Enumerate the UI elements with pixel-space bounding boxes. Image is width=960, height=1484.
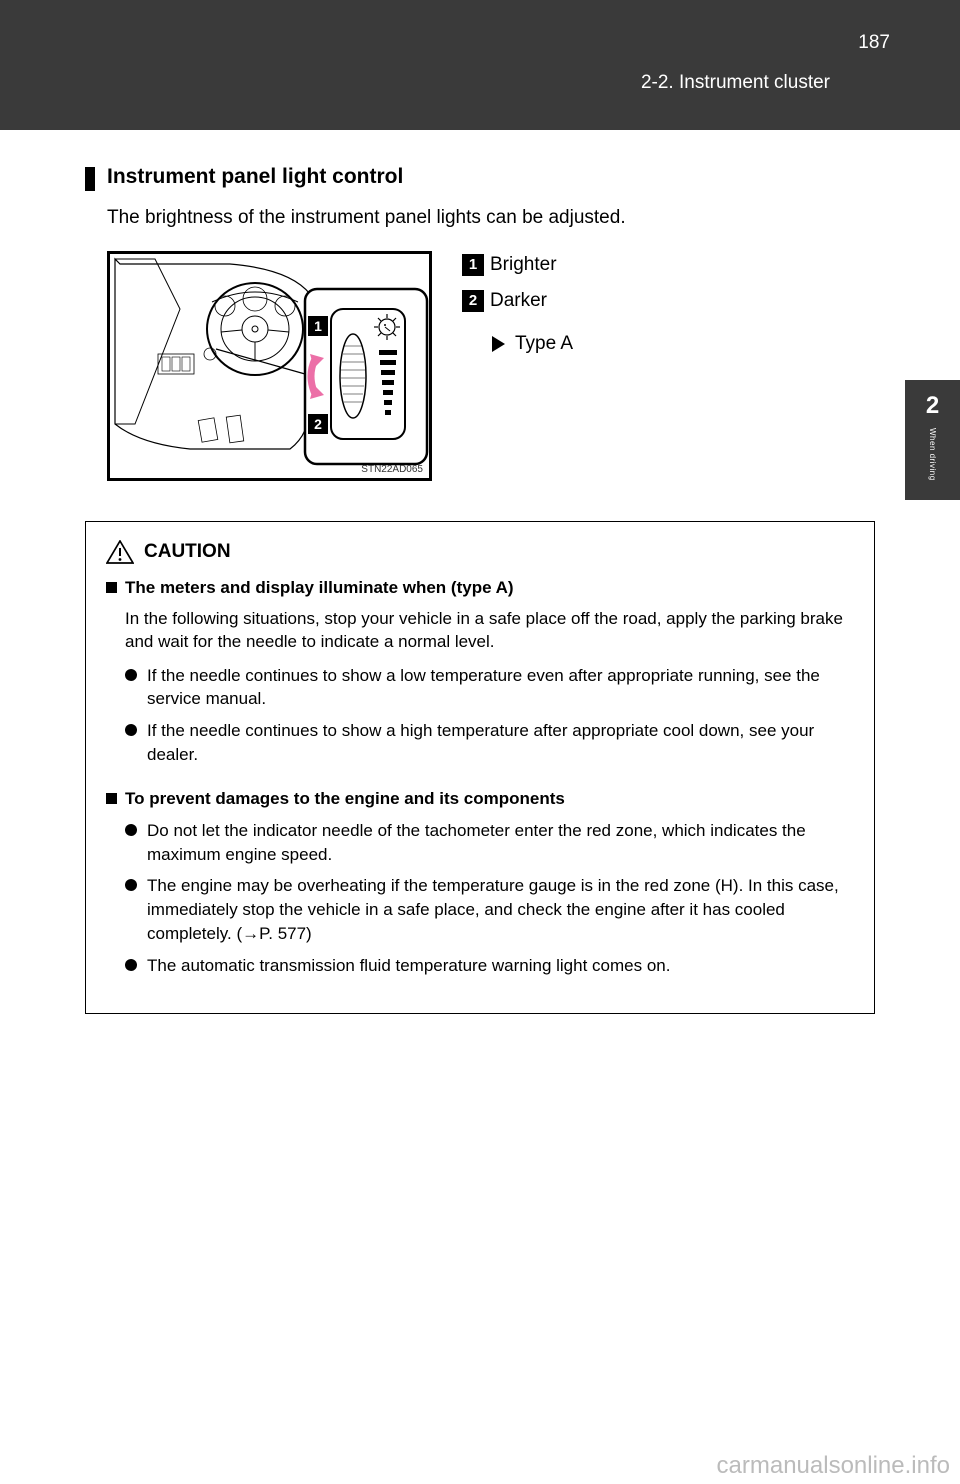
caution-title: CAUTION	[144, 541, 231, 563]
watermark: carmanualsonline.info	[717, 1452, 950, 1480]
header-section-title: 2-2. Instrument cluster	[641, 72, 830, 94]
intro-text: The brightness of the instrument panel l…	[107, 205, 875, 231]
figure-box: 1 2 STN22AD065	[107, 251, 432, 481]
caution-header: CAUTION	[106, 540, 854, 564]
sub2-bullet-2: The automatic transmission fluid tempera…	[125, 954, 854, 978]
caution-sub1-title: The meters and display illuminate when (…	[125, 578, 514, 598]
label-type-a: Type A	[462, 330, 573, 359]
section-bar-mark	[85, 167, 95, 191]
sub2-bullet-1-text: The engine may be overheating if the tem…	[147, 874, 854, 945]
caution-sub2-title: To prevent damages to the engine and its…	[125, 789, 565, 809]
header-bar: 187 2-2. Instrument cluster	[0, 0, 960, 130]
side-tab-text: When driving	[928, 428, 937, 481]
round-bullet-icon	[125, 724, 137, 736]
sub2-bullet-0-text: Do not let the indicator needle of the t…	[147, 819, 854, 867]
sub2-bullet-2-text: The automatic transmission fluid tempera…	[147, 954, 670, 978]
figure-labels: 1Brighter 2Darker Type A	[462, 251, 573, 359]
sub2-bullet-1: The engine may be overheating if the tem…	[125, 874, 854, 945]
caution-box: CAUTION The meters and display illuminat…	[85, 521, 875, 1015]
label-brighter: 1Brighter	[462, 251, 573, 280]
sub1-bullet-1-text: If the needle continues to show a high t…	[147, 719, 854, 767]
side-tab: 2 When driving	[905, 380, 960, 500]
round-bullet-icon	[125, 959, 137, 971]
caution-sub2: To prevent damages to the engine and its…	[106, 789, 854, 809]
caution-triangle-icon	[106, 540, 134, 564]
label-darker: 2Darker	[462, 287, 573, 316]
svg-text:1: 1	[314, 318, 322, 334]
round-bullet-icon	[125, 669, 137, 681]
num-box-1: 1	[462, 254, 484, 276]
sub1-bullet-1: If the needle continues to show a high t…	[125, 719, 854, 767]
sub2-bullet-0: Do not let the indicator needle of the t…	[125, 819, 854, 867]
num-box-2: 2	[462, 290, 484, 312]
round-bullet-icon	[125, 824, 137, 836]
square-bullet-icon	[106, 793, 117, 804]
figure-row: 1 2 STN22AD065 1Brighter 2Darker Type A	[107, 251, 875, 481]
sub1-bullet-0: If the needle continues to show a low te…	[125, 664, 854, 712]
page-number: 187	[858, 32, 890, 54]
caution-sub1: The meters and display illuminate when (…	[106, 578, 854, 598]
caution-sub1-text: In the following situations, stop your v…	[125, 608, 854, 654]
triangle-right-icon	[492, 336, 505, 352]
side-tab-number: 2	[926, 392, 939, 420]
page-content: Instrument panel light control The brigh…	[0, 130, 960, 1014]
dashboard-illustration: 1 2	[110, 254, 432, 481]
figure-id: STN22AD065	[361, 464, 423, 475]
sub1-bullet-0-text: If the needle continues to show a low te…	[147, 664, 854, 712]
round-bullet-icon	[125, 879, 137, 891]
svg-text:2: 2	[314, 416, 322, 432]
section-heading: Instrument panel light control	[107, 165, 403, 189]
square-bullet-icon	[106, 582, 117, 593]
section-heading-row: Instrument panel light control	[85, 165, 875, 191]
